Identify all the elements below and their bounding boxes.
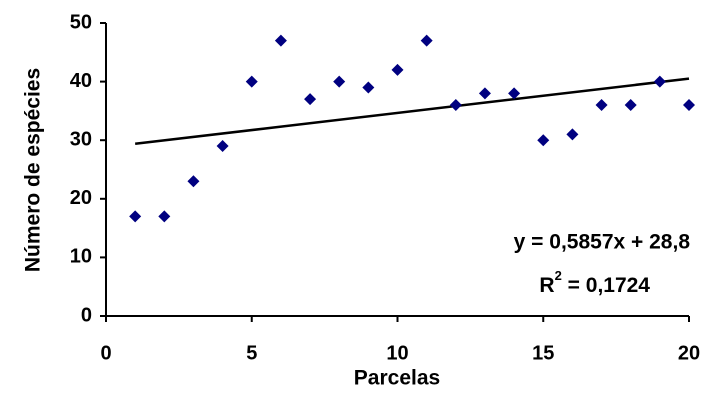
- marker: [420, 34, 433, 47]
- marker: [391, 63, 404, 76]
- y-tick-label: 40: [70, 70, 92, 92]
- y-tick-label: 30: [70, 128, 92, 150]
- r-squared: R2 = 0,1724: [539, 268, 650, 296]
- x-axis-label: Parcelas: [354, 367, 440, 390]
- trendline-equation: y = 0,5857x + 28,8: [514, 231, 691, 254]
- y-tick-label: 20: [70, 187, 92, 209]
- marker: [624, 99, 637, 112]
- marker: [187, 175, 200, 188]
- x-tick-label: 10: [386, 342, 408, 364]
- marker: [129, 210, 142, 223]
- r-squared-base: R: [539, 274, 554, 297]
- marker: [274, 34, 287, 47]
- marker: [683, 99, 695, 112]
- x-tick-label: 5: [246, 342, 257, 364]
- x-tick-label: 20: [678, 342, 700, 364]
- x-tick-label: 0: [100, 342, 111, 364]
- y-tick-label: 10: [70, 246, 92, 268]
- marker: [304, 93, 317, 106]
- x-tick-label: 15: [532, 342, 554, 364]
- marker: [216, 140, 229, 153]
- marker: [653, 75, 666, 88]
- marker: [537, 134, 550, 147]
- trendline: [135, 77, 690, 146]
- marker: [449, 99, 462, 112]
- marker: [362, 81, 375, 94]
- marker: [566, 128, 579, 141]
- marker: [245, 75, 258, 88]
- marker: [478, 87, 491, 100]
- y-axis-label: Número de espécies: [22, 68, 45, 272]
- marker: [595, 99, 608, 112]
- r-squared-sup: 2: [555, 268, 562, 283]
- r-squared-value: = 0,1724: [562, 274, 650, 297]
- y-tick-label: 0: [81, 304, 92, 326]
- marker: [158, 210, 171, 223]
- y-tick-label: 50: [70, 11, 92, 33]
- marker: [508, 87, 521, 100]
- marker: [333, 75, 346, 88]
